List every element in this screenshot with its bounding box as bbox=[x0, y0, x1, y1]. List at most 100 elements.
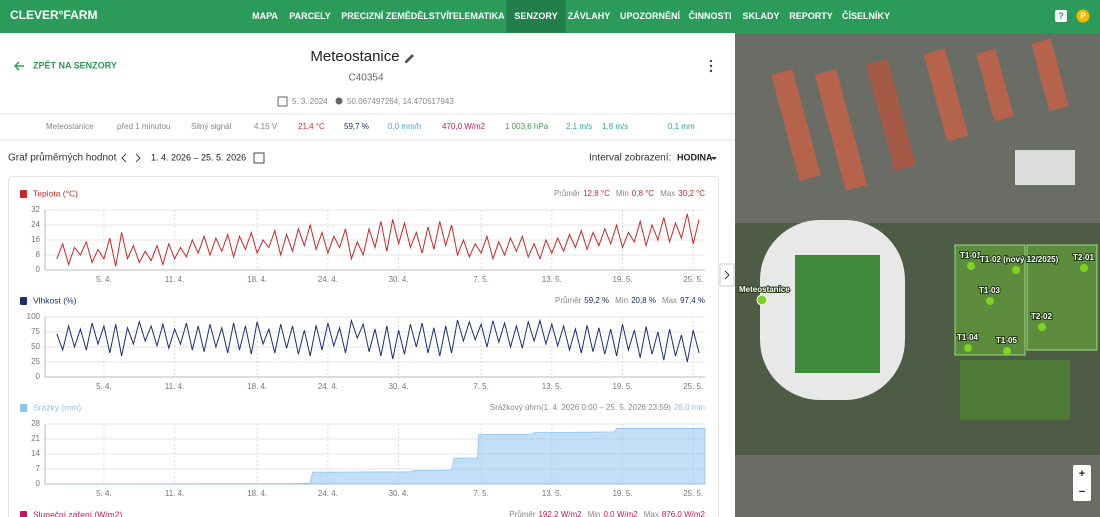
map-label[interactable]: T1-02 (nový 12/2025) bbox=[979, 254, 1060, 265]
calendar-button[interactable] bbox=[253, 152, 265, 164]
summary-value: 59,2 % bbox=[584, 296, 609, 305]
x-tick-label: 30. 4. bbox=[389, 275, 409, 284]
nav-item[interactable]: TELEMATIKA bbox=[447, 11, 505, 21]
x-tick-label: 19. 5. bbox=[612, 382, 632, 391]
field bbox=[1026, 244, 1098, 351]
chart-summary: Průměr 59,2 % Min 20,8 % Max 97,4 % bbox=[555, 296, 705, 305]
x-tick-label: 7. 5. bbox=[473, 275, 489, 284]
building bbox=[1015, 150, 1075, 185]
back-arrow[interactable] bbox=[13, 61, 24, 71]
y-tick-label: 75 bbox=[31, 327, 40, 336]
menu-dot[interactable] bbox=[709, 64, 713, 68]
field-marker[interactable] bbox=[967, 262, 975, 270]
logo[interactable]: CLEVER°FARM bbox=[10, 8, 97, 22]
chart-summary: Průměr 12,8 °C Min 0,8 °C Max 30,2 °C bbox=[554, 189, 705, 198]
nav-item[interactable]: SENZORY bbox=[514, 11, 557, 21]
building bbox=[771, 69, 821, 181]
menu-dot[interactable] bbox=[709, 69, 713, 73]
sensor-title: Meteostanice bbox=[310, 48, 399, 65]
summary-label: Max bbox=[644, 510, 659, 517]
building bbox=[866, 59, 916, 171]
status-gust: 1,8 m/s bbox=[602, 122, 628, 131]
nav-item[interactable]: UPOZORNĚNÍ bbox=[620, 10, 681, 21]
map-label[interactable]: Meteostanice bbox=[738, 284, 791, 295]
help-text[interactable]: ? bbox=[1058, 11, 1064, 21]
field-marker[interactable] bbox=[1003, 347, 1011, 355]
map-label[interactable]: T2-01 bbox=[1072, 252, 1095, 263]
data-area bbox=[56, 427, 706, 485]
help-icon[interactable] bbox=[1055, 10, 1067, 22]
nav-item[interactable]: ČÍSELNÍKY bbox=[842, 10, 890, 21]
x-tick-label: 7. 5. bbox=[473, 382, 489, 391]
interval-select[interactable]: HODINA bbox=[677, 152, 713, 162]
summary-label: Max bbox=[662, 296, 677, 305]
next-arrow[interactable] bbox=[135, 153, 141, 163]
field-marker[interactable] bbox=[1038, 323, 1046, 331]
summary-value: 20,8 % bbox=[631, 296, 656, 305]
x-tick-label: 5. 4. bbox=[96, 382, 112, 391]
summary-value: 0,0 W/m2 bbox=[604, 510, 639, 517]
status-solar: 470,0 W/m2 bbox=[442, 122, 486, 131]
data-line bbox=[56, 213, 700, 267]
zoom-in[interactable]: + bbox=[1079, 468, 1085, 480]
x-tick-label: 7. 5. bbox=[473, 489, 489, 498]
x-tick-label: 25. 5. bbox=[683, 382, 703, 391]
map-label[interactable]: T1-04 bbox=[956, 332, 979, 343]
x-tick-label: 13. 5. bbox=[542, 489, 562, 498]
dropdown-arrow[interactable] bbox=[711, 157, 717, 160]
status-rain: 0,1 mm bbox=[668, 122, 695, 131]
user-avatar[interactable] bbox=[1076, 9, 1090, 23]
field-marker[interactable] bbox=[986, 297, 994, 305]
nav-item[interactable]: REPORTY bbox=[789, 11, 833, 21]
data-line bbox=[56, 318, 700, 363]
x-tick-label: 30. 4. bbox=[389, 382, 409, 391]
summary-label: Min bbox=[588, 510, 601, 517]
x-tick-label: 18. 4. bbox=[247, 489, 267, 498]
nav-item[interactable]: PRECIZNÍ ZEMĚDĚLSTVÍ bbox=[341, 10, 449, 21]
nav-item[interactable]: PARCELY bbox=[289, 11, 331, 21]
status-wind: 2,1 m/s bbox=[566, 122, 592, 131]
sensor-marker[interactable] bbox=[756, 294, 768, 306]
charts: Teplota (°C) Průměr 12,8 °C Min 0,8 °C Max 30,… bbox=[20, 188, 706, 517]
summary-value: 192,2 W/m2 bbox=[538, 510, 582, 517]
x-tick-label: 13. 5. bbox=[542, 382, 562, 391]
x-tick-label: 5. 4. bbox=[96, 489, 112, 498]
field-marker[interactable] bbox=[1080, 264, 1088, 272]
map-label[interactable]: T1-05 bbox=[995, 335, 1018, 346]
chart-title: Sluneční záření (W/m2) bbox=[33, 509, 122, 517]
field-marker[interactable] bbox=[1012, 266, 1020, 274]
map-label[interactable]: T1-01 bbox=[959, 250, 982, 261]
status-rain-rate: 0,0 mm/h bbox=[388, 122, 421, 131]
x-tick-label: 11. 4. bbox=[165, 489, 184, 498]
chart-icon bbox=[20, 190, 27, 198]
collapse-arrow[interactable] bbox=[724, 270, 730, 280]
prev-arrow[interactable] bbox=[121, 153, 127, 163]
nav-item[interactable]: MAPA bbox=[252, 11, 278, 21]
back-link[interactable]: ZPĚT NA SENZORY bbox=[33, 59, 117, 70]
map-label[interactable]: T1-03 bbox=[978, 285, 1001, 296]
collapse-button[interactable] bbox=[719, 263, 735, 287]
nav-item[interactable]: SKLADY bbox=[742, 11, 779, 21]
y-tick-label: 25 bbox=[31, 357, 40, 366]
date-range[interactable]: 1. 4. 2026 – 25. 5. 2026 bbox=[151, 152, 246, 162]
edit-icon[interactable] bbox=[405, 54, 414, 63]
sensor-code: C40354 bbox=[348, 73, 383, 84]
field-marker[interactable] bbox=[964, 344, 972, 352]
rail bbox=[735, 455, 1100, 517]
y-tick-label: 8 bbox=[36, 250, 41, 259]
summary-label: Min bbox=[616, 189, 629, 198]
x-tick-label: 11. 4. bbox=[165, 275, 184, 284]
map-label[interactable]: T2-02 bbox=[1030, 311, 1053, 322]
x-tick-label: 30. 4. bbox=[389, 489, 409, 498]
menu-dot[interactable] bbox=[709, 59, 713, 63]
nav-item[interactable]: ČINNOSTI bbox=[688, 10, 731, 21]
zoom-out[interactable]: − bbox=[1079, 486, 1085, 498]
chart-summary: Průměr 192,2 W/m2 Min 0,0 W/m2 Max 876,0 W/m2 bbox=[509, 510, 705, 517]
chart-icon bbox=[20, 511, 27, 517]
summary-label: Průměr bbox=[555, 296, 582, 305]
summary-label: Průměr bbox=[554, 189, 581, 198]
user-initial[interactable]: P bbox=[1080, 12, 1086, 21]
nav-item[interactable]: ZÁVLAHY bbox=[568, 11, 611, 21]
map: Meteostanice T1-01 T1-02 (nový 12/2025) … bbox=[719, 33, 1100, 517]
